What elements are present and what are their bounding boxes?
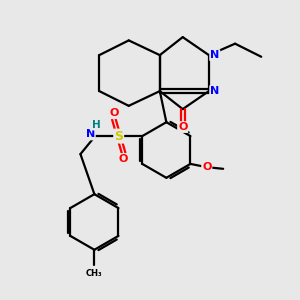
Text: CH₃: CH₃ xyxy=(86,269,103,278)
Text: N: N xyxy=(210,50,219,60)
Text: O: O xyxy=(119,154,128,164)
Text: O: O xyxy=(202,162,212,172)
Text: N: N xyxy=(85,130,95,140)
Text: H: H xyxy=(92,120,101,130)
Text: O: O xyxy=(109,108,119,118)
Text: O: O xyxy=(178,122,188,132)
Text: S: S xyxy=(114,130,123,142)
Text: N: N xyxy=(210,86,219,96)
